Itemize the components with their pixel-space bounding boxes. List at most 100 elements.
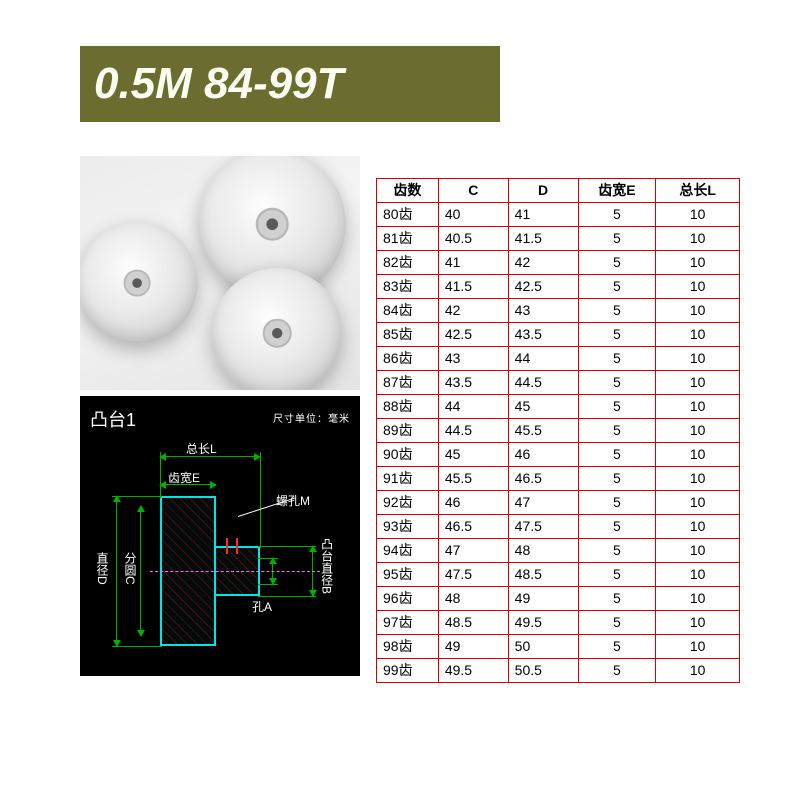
label-total-len: 总长L <box>186 440 217 457</box>
table-cell: 43.5 <box>438 371 508 395</box>
dim-total-len-ext-l <box>160 452 161 498</box>
table-cell: 10 <box>656 491 740 515</box>
spec-table-body: 80齿404151081齿40.541.551082齿414251083齿41.… <box>377 203 740 683</box>
label-dia-d: 直径D <box>94 552 111 585</box>
title-banner: 0.5M 84-99T <box>80 46 500 122</box>
table-cell: 5 <box>578 635 656 659</box>
table-cell: 50.5 <box>508 659 578 683</box>
table-row: 95齿47.548.5510 <box>377 563 740 587</box>
table-cell: 5 <box>578 251 656 275</box>
label-hole-a: 孔A <box>252 598 272 615</box>
table-cell: 49.5 <box>508 611 578 635</box>
table-cell: 92齿 <box>377 491 439 515</box>
table-row: 85齿42.543.5510 <box>377 323 740 347</box>
table-cell: 10 <box>656 323 740 347</box>
table-cell: 41.5 <box>508 227 578 251</box>
table-row: 94齿4748510 <box>377 539 740 563</box>
table-cell: 45.5 <box>438 467 508 491</box>
table-cell: 48.5 <box>508 563 578 587</box>
table-cell: 5 <box>578 515 656 539</box>
table-cell: 5 <box>578 395 656 419</box>
table-cell: 91齿 <box>377 467 439 491</box>
table-cell: 5 <box>578 443 656 467</box>
table-cell: 5 <box>578 563 656 587</box>
table-cell: 5 <box>578 419 656 443</box>
table-cell: 10 <box>656 611 740 635</box>
table-cell: 5 <box>578 371 656 395</box>
dim-dia-d-ext-t <box>112 496 162 497</box>
table-cell: 10 <box>656 659 740 683</box>
table-cell: 46.5 <box>438 515 508 539</box>
table-cell: 44 <box>508 347 578 371</box>
table-cell: 49 <box>508 587 578 611</box>
dim-hole-a-ext-t <box>258 558 278 559</box>
table-row: 93齿46.547.5510 <box>377 515 740 539</box>
table-cell: 41 <box>438 251 508 275</box>
diagram-units: 尺寸单位：毫米 <box>273 410 350 425</box>
table-row: 90齿4546510 <box>377 443 740 467</box>
table-cell: 10 <box>656 515 740 539</box>
dim-boss-b-ext-t <box>258 546 316 547</box>
table-row: 80齿4041510 <box>377 203 740 227</box>
table-cell: 88齿 <box>377 395 439 419</box>
spec-col-0: 齿数 <box>377 179 439 203</box>
table-row: 84齿4243510 <box>377 299 740 323</box>
dim-hole-a-ext-b <box>258 584 278 585</box>
spec-table: 齿数CD齿宽E总长L 80齿404151081齿40.541.551082齿41… <box>376 178 740 683</box>
table-cell: 43.5 <box>508 323 578 347</box>
dim-pitch-c <box>140 506 141 636</box>
table-cell: 10 <box>656 299 740 323</box>
diagram-centerline <box>150 571 320 572</box>
spec-col-2: D <box>508 179 578 203</box>
table-cell: 5 <box>578 227 656 251</box>
table-cell: 5 <box>578 491 656 515</box>
table-cell: 46.5 <box>508 467 578 491</box>
table-cell: 10 <box>656 443 740 467</box>
table-cell: 82齿 <box>377 251 439 275</box>
table-row: 89齿44.545.5510 <box>377 419 740 443</box>
table-cell: 10 <box>656 539 740 563</box>
table-cell: 49.5 <box>438 659 508 683</box>
table-cell: 89齿 <box>377 419 439 443</box>
table-cell: 47.5 <box>508 515 578 539</box>
table-row: 91齿45.546.5510 <box>377 467 740 491</box>
table-cell: 46 <box>508 443 578 467</box>
dim-dia-d <box>116 496 117 646</box>
table-cell: 42 <box>508 251 578 275</box>
table-cell: 45 <box>438 443 508 467</box>
table-cell: 48 <box>438 587 508 611</box>
table-cell: 42.5 <box>438 323 508 347</box>
table-cell: 10 <box>656 395 740 419</box>
table-cell: 98齿 <box>377 635 439 659</box>
table-cell: 10 <box>656 587 740 611</box>
table-cell: 10 <box>656 467 740 491</box>
table-cell: 5 <box>578 323 656 347</box>
cad-diagram: 凸台1 尺寸单位：毫米 总长L 齿宽E 螺孔M 直径D 分圆C 孔A <box>80 396 360 676</box>
table-cell: 50 <box>508 635 578 659</box>
spec-col-3: 齿宽E <box>578 179 656 203</box>
gear-photo <box>80 156 360 390</box>
table-cell: 5 <box>578 467 656 491</box>
table-cell: 90齿 <box>377 443 439 467</box>
table-cell: 83齿 <box>377 275 439 299</box>
table-row: 88齿4445510 <box>377 395 740 419</box>
dim-boss-b-ext-b <box>258 596 316 597</box>
dim-total-len-ext-r <box>260 452 261 548</box>
table-cell: 46 <box>438 491 508 515</box>
table-cell: 47.5 <box>438 563 508 587</box>
table-cell: 41.5 <box>438 275 508 299</box>
screw-mark-1 <box>226 538 228 554</box>
table-cell: 45 <box>508 395 578 419</box>
table-cell: 10 <box>656 227 740 251</box>
table-cell: 81齿 <box>377 227 439 251</box>
table-cell: 84齿 <box>377 299 439 323</box>
table-row: 99齿49.550.5510 <box>377 659 740 683</box>
table-cell: 48.5 <box>438 611 508 635</box>
table-cell: 80齿 <box>377 203 439 227</box>
table-cell: 95齿 <box>377 563 439 587</box>
label-boss-b: 凸台直径B <box>320 538 333 594</box>
label-screw: 螺孔M <box>276 492 310 509</box>
spec-col-1: C <box>438 179 508 203</box>
gear-disc <box>80 222 198 344</box>
table-row: 81齿40.541.5510 <box>377 227 740 251</box>
